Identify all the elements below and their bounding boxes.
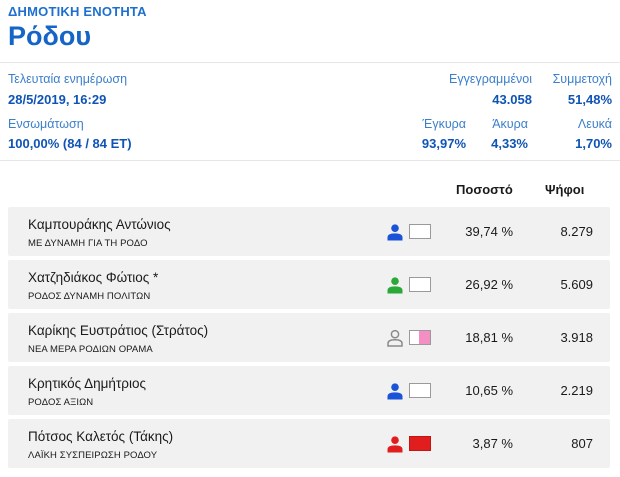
person-icon: [386, 329, 404, 347]
integration-value: 100,00% (84 / 84 ΕΤ): [8, 136, 132, 151]
vote-count: 5.609: [560, 277, 593, 292]
vote-percentage: 3,87 %: [472, 436, 513, 451]
stats-divider: [0, 160, 620, 161]
party-name: ΛΑΪΚΗ ΣΥΣΠΕΙΡΩΣΗ ΡΟΔΟΥ: [28, 450, 158, 461]
turnout-label: Συμμετοχή: [552, 72, 612, 86]
results-list: Καμπουράκης Αντώνιος ΜΕ ΔΥΝΑΜΗ ΓΙΑ ΤΗ ΡΟΔ…: [8, 207, 610, 472]
header: ΔΗΜΟΤΙΚΗ ΕΝΟΤΗΤΑ Ρόδου: [8, 4, 147, 52]
blank-value: 1,70%: [575, 136, 612, 151]
party-name: ΝΕΑ ΜΕΡΑ ΡΟΔΙΩΝ ΟΡΑΜΑ: [28, 344, 153, 355]
candidate-name: Χατζηδιάκος Φώτιος *: [28, 270, 159, 285]
party-name: ΡΟΔΟΣ ΑΞΙΩΝ: [28, 397, 94, 408]
party-name: ΜΕ ΔΥΝΑΜΗ ΓΙΑ ΤΗ ΡΟΔΟ: [28, 238, 148, 249]
result-row[interactable]: Χατζηδιάκος Φώτιος * ΡΟΔΟΣ ΔΥΝΑΜΗ ΠΟΛΙΤΩΝ…: [8, 260, 610, 309]
result-row[interactable]: Κρητικός Δημήτριος ΡΟΔΟΣ ΑΞΙΩΝ 10,65 % 2.21…: [8, 366, 610, 415]
person-icon: [386, 276, 404, 294]
last-update-label: Τελευταία ενημέρωση: [8, 72, 128, 86]
last-update-value: 28/5/2019, 16:29: [8, 92, 107, 107]
column-header-votes: Ψήφοι: [545, 182, 585, 197]
candidate-name: Κρητικός Δημήτριος: [28, 376, 146, 391]
vote-percentage: 39,74 %: [465, 224, 513, 239]
municipality-name: Ρόδου: [8, 21, 92, 51]
integration-label: Ενσωμάτωση: [8, 117, 84, 131]
result-row[interactable]: Πότσος Καλετός (Τάκης) ΛΑΪΚΗ ΣΥΣΠΕΙΡΩΣΗ Ρ…: [8, 419, 610, 468]
candidate-name: Καμπουράκης Αντώνιος: [28, 217, 171, 232]
municipality-label: ΔΗΜΟΤΙΚΗ ΕΝΟΤΗΤΑ: [8, 4, 147, 19]
party-color-swatch: [409, 383, 431, 398]
party-name: ΡΟΔΟΣ ΔΥΝΑΜΗ ΠΟΛΙΤΩΝ: [28, 291, 151, 302]
invalid-label: Άκυρα: [492, 117, 528, 131]
party-color-swatch: [409, 436, 431, 451]
person-icon: [386, 435, 404, 453]
person-icon: [386, 382, 404, 400]
party-color-swatch: [409, 224, 431, 239]
person-icon: [386, 223, 404, 241]
invalid-value: 4,33%: [491, 136, 528, 151]
result-row[interactable]: Καρίκης Ευστράτιος (Στράτος) ΝΕΑ ΜΕΡΑ ΡΟΔ…: [8, 313, 610, 362]
candidate-name: Πότσος Καλετός (Τάκης): [28, 429, 174, 444]
vote-count: 807: [571, 436, 593, 451]
party-color-swatch: [409, 277, 431, 292]
registered-label: Εγγεγραμμένοι: [449, 72, 532, 86]
vote-count: 8.279: [560, 224, 593, 239]
vote-count: 3.918: [560, 330, 593, 345]
vote-percentage: 26,92 %: [465, 277, 513, 292]
valid-value: 93,97%: [421, 136, 466, 151]
valid-label: Έγκυρα: [422, 117, 466, 131]
vote-count: 2.219: [560, 383, 593, 398]
registered-value: 43.058: [492, 92, 532, 107]
turnout-value: 51,48%: [567, 92, 612, 107]
blank-label: Λευκά: [577, 117, 612, 131]
result-row[interactable]: Καμπουράκης Αντώνιος ΜΕ ΔΥΝΑΜΗ ΓΙΑ ΤΗ ΡΟΔ…: [8, 207, 610, 256]
party-color-swatch: [409, 330, 431, 345]
candidate-name: Καρίκης Ευστράτιος (Στράτος): [28, 323, 209, 338]
vote-percentage: 18,81 %: [465, 330, 513, 345]
stats-panel: Τελευταία ενημέρωση 28/5/2019, 16:29 Εγγ…: [8, 72, 612, 152]
vote-percentage: 10,65 %: [465, 383, 513, 398]
column-header-percent: Ποσοστό: [456, 182, 513, 197]
header-divider: [0, 62, 620, 63]
